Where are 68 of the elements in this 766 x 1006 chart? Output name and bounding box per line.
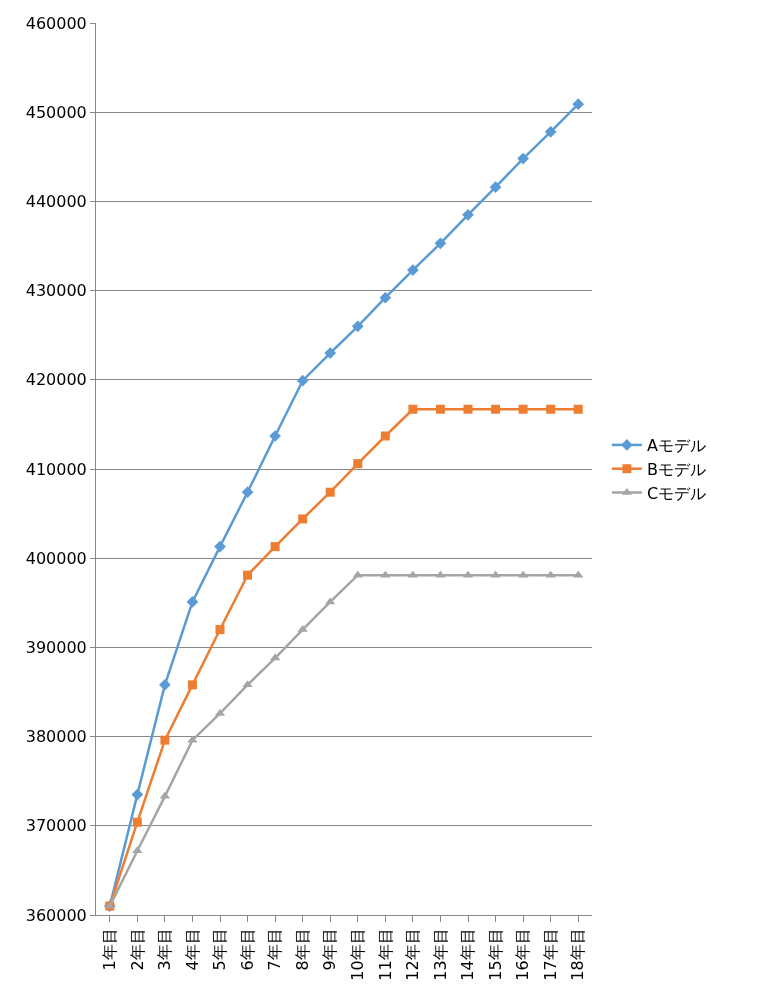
- point: [489, 181, 502, 193]
- x-tick-label: 6年目: [237, 928, 257, 971]
- x-tick-label: 5年目: [210, 928, 230, 971]
- point: [407, 264, 419, 276]
- point: [324, 347, 337, 359]
- x-tick-label: 3年目: [155, 928, 175, 971]
- x-tick-label: 10年目: [347, 928, 367, 981]
- x-tick-label: 12年目: [403, 928, 423, 981]
- point: [159, 679, 171, 691]
- point: [187, 680, 197, 690]
- x-tick-label: 4年目: [182, 928, 202, 971]
- legend-label: Aモデル: [646, 436, 706, 456]
- x-tick-label: 16年目: [513, 928, 533, 981]
- point: [351, 320, 364, 333]
- point: [132, 846, 143, 854]
- y-tick-label: 450000: [25, 102, 87, 122]
- y-tick-label: 460000: [25, 13, 87, 33]
- x-tick-label: 13年目: [430, 928, 450, 981]
- point: [214, 540, 226, 553]
- point: [546, 404, 556, 414]
- point: [434, 237, 447, 250]
- x-tick-label: 2年目: [127, 928, 147, 971]
- point: [491, 404, 501, 414]
- point: [270, 542, 280, 552]
- x-tick-label: 1年目: [99, 928, 119, 971]
- y-tick-label: 410000: [25, 459, 87, 479]
- y-tick-label: 360000: [25, 905, 87, 925]
- x-tick-label: 17年目: [540, 928, 560, 981]
- point: [379, 291, 392, 304]
- y-tick-label: 430000: [25, 281, 87, 301]
- point: [353, 459, 363, 469]
- legend-label: Bモデル: [646, 459, 706, 479]
- x-tick-label: 15年目: [485, 928, 505, 981]
- legend-label: Cモデル: [646, 483, 707, 503]
- point: [131, 788, 144, 801]
- point: [325, 597, 336, 605]
- point: [544, 125, 557, 138]
- y-tick-label: 380000: [25, 727, 87, 747]
- point: [243, 570, 253, 580]
- point: [186, 596, 199, 608]
- x-tick-label: 9年目: [320, 928, 340, 971]
- point: [572, 98, 585, 111]
- y-tick-label: 420000: [25, 370, 87, 390]
- point: [296, 374, 309, 387]
- x-tick-label: 8年目: [292, 928, 312, 971]
- point: [435, 404, 445, 414]
- point: [132, 817, 142, 827]
- x-tick-label: 14年目: [458, 928, 478, 981]
- point: [573, 404, 583, 414]
- point: [298, 514, 308, 524]
- y-tick-label: 440000: [25, 192, 87, 211]
- point: [408, 404, 418, 414]
- point: [463, 404, 473, 414]
- point: [160, 735, 170, 745]
- x-tick-label: 11年目: [375, 928, 395, 981]
- x-tick-label: 18年目: [568, 928, 588, 981]
- point: [215, 625, 225, 635]
- y-tick-label: 400000: [25, 548, 87, 568]
- y-tick-label: 390000: [25, 638, 87, 657]
- y-tick-label: 370000: [25, 816, 87, 836]
- point: [518, 404, 528, 414]
- point: [380, 431, 390, 441]
- x-tick-label: 7年目: [265, 928, 285, 971]
- point: [325, 487, 335, 497]
- point: [517, 152, 529, 165]
- point: [242, 680, 253, 688]
- point: [462, 208, 474, 221]
- point: [241, 486, 254, 499]
